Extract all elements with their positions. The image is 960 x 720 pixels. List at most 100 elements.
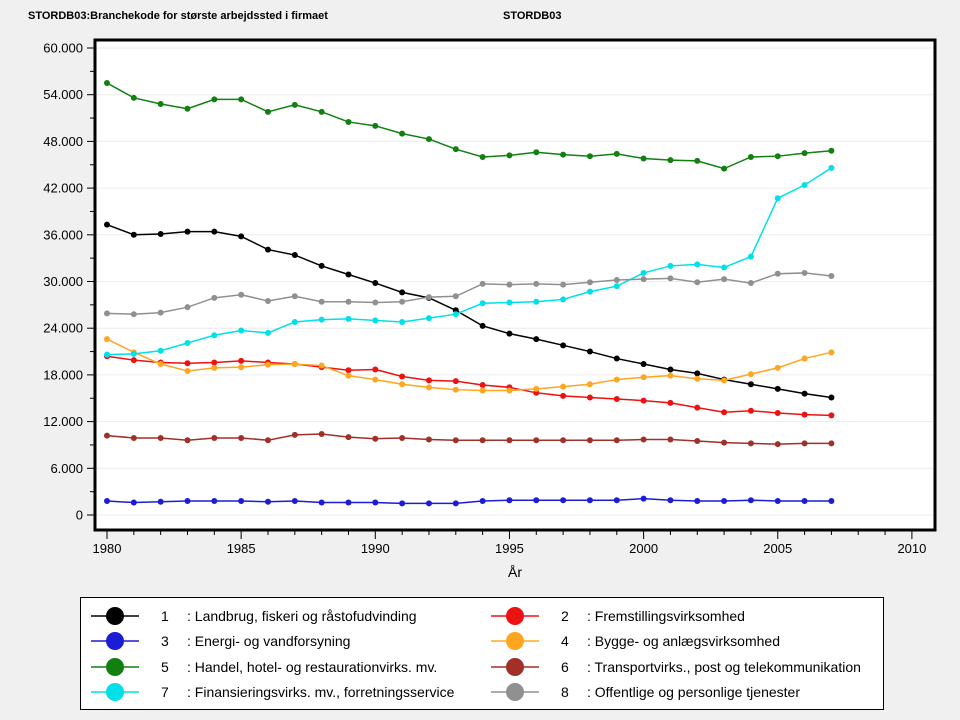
data-point bbox=[747, 153, 754, 160]
data-point bbox=[560, 342, 567, 349]
data-point bbox=[506, 299, 513, 306]
data-point bbox=[640, 269, 647, 276]
y-tick-label: 54.000 bbox=[43, 87, 83, 102]
data-point bbox=[130, 311, 137, 318]
x-axis: 1980 1985 1990 1995 2000 2005 2010 bbox=[93, 530, 926, 556]
data-point bbox=[801, 411, 808, 418]
data-point bbox=[425, 500, 432, 507]
legend-marker-icon bbox=[91, 632, 139, 651]
series-line-1 bbox=[106, 223, 832, 399]
data-point bbox=[211, 359, 218, 366]
data-point bbox=[828, 412, 835, 419]
y-axis: 0 6.000 12.000 18.000 24.000 30.000 36.000 42.0… bbox=[43, 41, 95, 523]
legend-series-label: : Bygge- og anlægsvirksomhed bbox=[587, 633, 780, 650]
data-point bbox=[104, 80, 110, 87]
data-point bbox=[533, 497, 540, 504]
data-point bbox=[613, 276, 620, 283]
series-line-4 bbox=[106, 338, 832, 392]
data-point bbox=[184, 304, 191, 311]
data-point bbox=[586, 394, 593, 401]
data-point bbox=[318, 431, 325, 438]
data-point bbox=[130, 499, 137, 506]
data-point bbox=[747, 381, 754, 388]
data-point bbox=[238, 434, 245, 441]
data-point bbox=[774, 364, 781, 371]
data-point bbox=[452, 146, 459, 153]
data-point bbox=[130, 231, 137, 238]
report-title: STORDB03:Branchekode for største arbejds… bbox=[28, 10, 328, 22]
data-point bbox=[157, 347, 164, 354]
data-point bbox=[372, 376, 379, 383]
data-point bbox=[774, 410, 781, 417]
data-point bbox=[560, 296, 567, 303]
data-point bbox=[721, 377, 728, 384]
data-point bbox=[694, 279, 701, 286]
data-point bbox=[104, 497, 110, 504]
y-tick-label: 30.000 bbox=[43, 274, 83, 289]
data-point bbox=[211, 294, 218, 301]
data-point bbox=[828, 349, 835, 356]
data-point bbox=[828, 497, 835, 504]
data-point bbox=[640, 397, 647, 404]
legend-series-label: : Offentlige og personlige tjenester bbox=[587, 684, 800, 701]
data-point bbox=[291, 293, 298, 300]
legend-series-label: : Fremstillingsvirksomhed bbox=[587, 607, 745, 624]
data-point bbox=[264, 297, 271, 304]
legend-series-number: 2 bbox=[561, 607, 569, 624]
data-point bbox=[157, 309, 164, 316]
data-point bbox=[640, 374, 647, 381]
legend-marker-icon bbox=[91, 657, 139, 676]
y-tick-label: 18.000 bbox=[43, 367, 83, 382]
data-point bbox=[104, 432, 110, 439]
data-point bbox=[479, 437, 486, 444]
y-tick-label: 42.000 bbox=[43, 181, 83, 196]
data-point bbox=[801, 269, 808, 276]
data-point bbox=[211, 96, 218, 103]
data-point bbox=[613, 150, 620, 157]
data-point bbox=[667, 497, 674, 504]
data-point bbox=[184, 437, 191, 444]
y-tick-label: 6.000 bbox=[50, 461, 83, 476]
legend-marker-dot bbox=[106, 657, 124, 676]
x-tick-label: 1990 bbox=[361, 541, 390, 556]
data-point bbox=[157, 361, 164, 368]
data-point bbox=[479, 387, 486, 394]
legend-series-number: 7 bbox=[161, 684, 169, 701]
data-point bbox=[747, 440, 754, 447]
data-point bbox=[130, 434, 137, 441]
legend-marker-icon bbox=[491, 657, 539, 676]
x-tick-label: 1985 bbox=[227, 541, 256, 556]
legend-series-number: 4 bbox=[561, 633, 569, 650]
data-point bbox=[694, 157, 701, 164]
legend-series-label: : Landbrug, fiskeri og råstofudvinding bbox=[187, 607, 417, 624]
data-point bbox=[774, 385, 781, 392]
data-point bbox=[506, 497, 513, 504]
data-point bbox=[399, 373, 406, 380]
data-point bbox=[452, 386, 459, 393]
data-point bbox=[586, 279, 593, 286]
data-point bbox=[479, 300, 486, 307]
data-point bbox=[533, 149, 540, 156]
legend-series-number: 6 bbox=[561, 658, 569, 675]
series-line-3 bbox=[106, 497, 832, 505]
data-point bbox=[184, 105, 191, 112]
data-point bbox=[372, 499, 379, 506]
data-point bbox=[345, 372, 352, 379]
data-point bbox=[238, 497, 245, 504]
data-point bbox=[452, 311, 459, 318]
data-point bbox=[238, 291, 245, 298]
data-point bbox=[372, 280, 379, 287]
legend-column: 1: Landbrug, fiskeri og råstofudvinding 3… bbox=[89, 603, 489, 705]
data-point bbox=[452, 437, 459, 444]
data-point bbox=[264, 329, 271, 336]
data-point bbox=[586, 497, 593, 504]
data-point bbox=[157, 101, 164, 108]
data-point bbox=[130, 350, 137, 357]
legend-marker-icon bbox=[491, 606, 539, 625]
data-point bbox=[291, 101, 298, 108]
x-tick-label: 2005 bbox=[763, 541, 792, 556]
data-point bbox=[747, 371, 754, 378]
data-point bbox=[399, 298, 406, 305]
data-point bbox=[264, 498, 271, 505]
data-point bbox=[506, 281, 513, 288]
